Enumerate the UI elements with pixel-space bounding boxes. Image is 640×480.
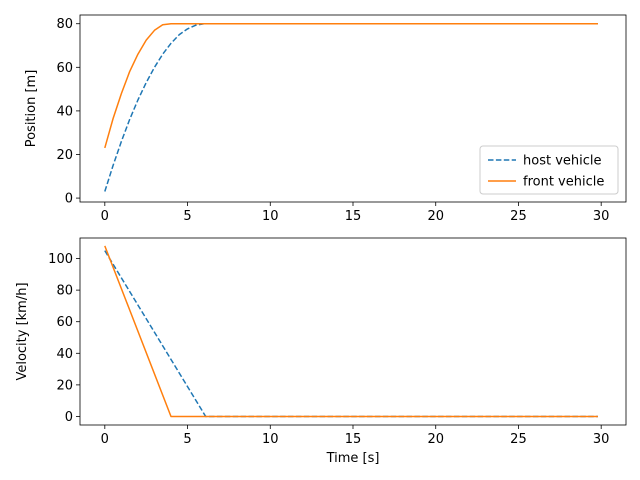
x-axis-label: Time [s]	[326, 451, 380, 466]
x-tick-label: 0	[101, 209, 109, 224]
x-tick-label: 20	[427, 432, 444, 447]
legend-entry: front vehicle	[523, 175, 604, 190]
series-line-front-vehicle	[104, 22, 598, 149]
series-line-front-vehicle	[104, 245, 598, 418]
legend-entry: host vehicle	[523, 154, 602, 169]
x-tick-label: 15	[345, 432, 362, 447]
x-tick-label: 30	[593, 432, 610, 447]
subplot-2: 0 5 10 15 20 25 30 0 20 40 60 80 100 Velocity [km/h] T…	[15, 237, 627, 466]
axes-frame	[79, 237, 627, 426]
x-tick-label: 0	[101, 432, 109, 447]
x-tick-label: 5	[183, 209, 191, 224]
x-tick-label: 10	[262, 432, 279, 447]
y-tick-label: 40	[56, 104, 73, 119]
y-axis-label: Velocity [km/h]	[15, 282, 30, 380]
y-tick-label: 100	[48, 252, 73, 267]
y-tick-label: 80	[56, 17, 73, 32]
y-tick-label: 0	[65, 410, 73, 425]
y-tick-label: 60	[56, 315, 73, 330]
y-tick-label: 60	[56, 61, 73, 76]
x-tick-label: 10	[262, 209, 279, 224]
y-tick-label: 20	[56, 148, 73, 163]
y-axis-label: Position [m]	[24, 70, 39, 148]
x-tick-label: 15	[345, 209, 362, 224]
legend: host vehicle front vehicle	[479, 145, 619, 195]
series-group	[104, 245, 598, 418]
x-tick-label: 25	[510, 209, 527, 224]
y-tick-label: 80	[56, 284, 73, 299]
x-tick-label: 5	[183, 432, 191, 447]
y-tick-label: 40	[56, 347, 73, 362]
x-tick-label: 25	[510, 432, 527, 447]
y-tick-label: 0	[65, 192, 73, 207]
x-tick-label: 20	[427, 209, 444, 224]
y-tick-label: 20	[56, 378, 73, 393]
subplot-1: 0 5 10 15 20 25 30 0 20 40 60 80 Position [m] host ve…	[24, 14, 627, 224]
series-line-host-vehicle	[104, 250, 598, 418]
series-group	[104, 22, 598, 192]
legend-box	[479, 145, 619, 195]
x-tick-label: 30	[593, 209, 610, 224]
